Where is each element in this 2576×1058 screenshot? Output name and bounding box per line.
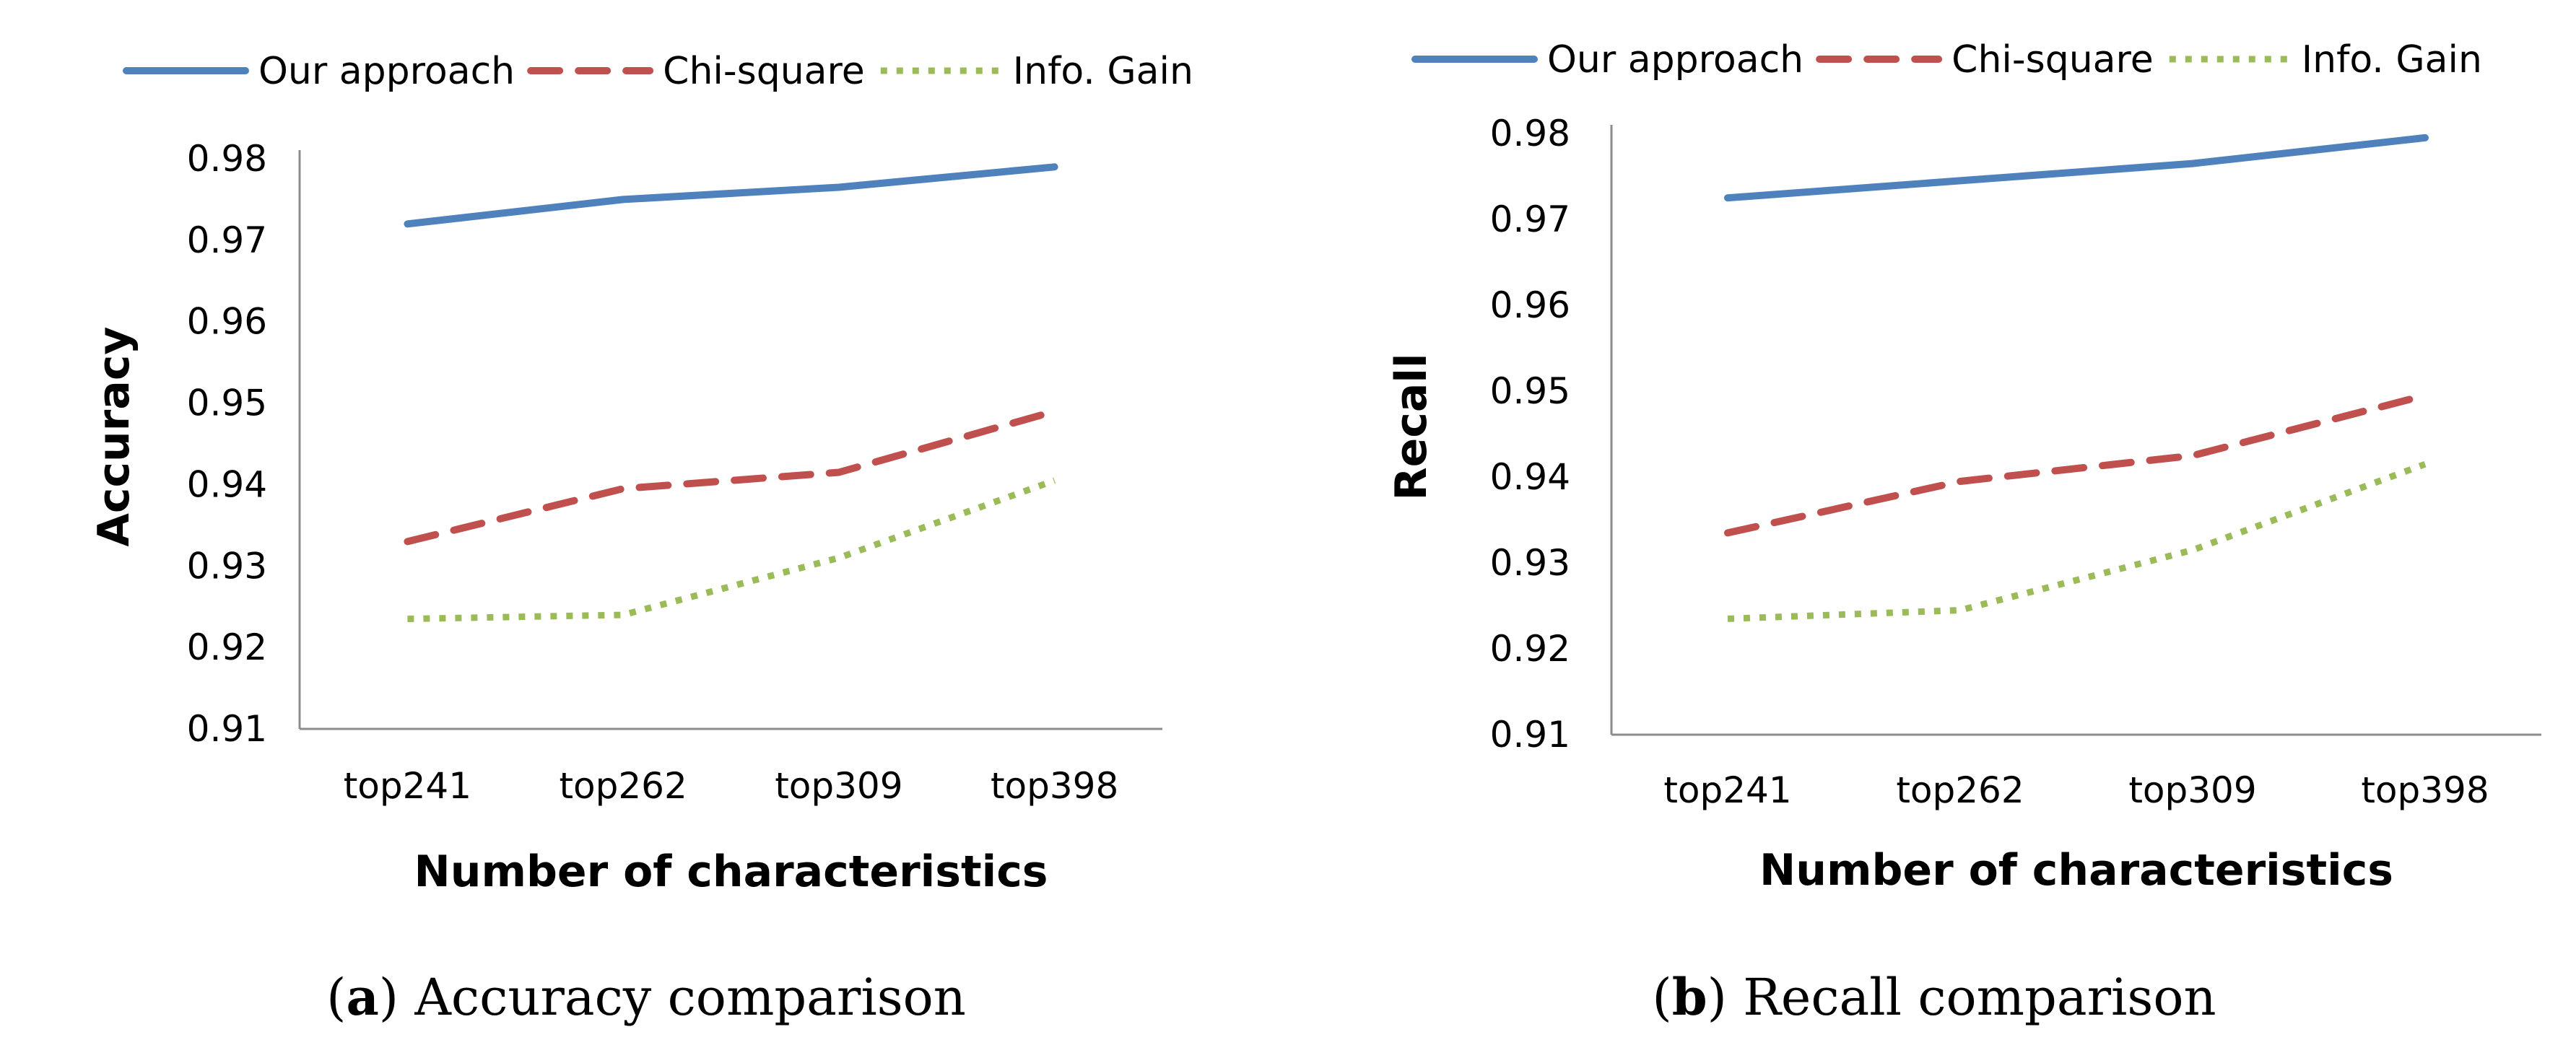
x-tick-label: top262	[1896, 769, 2024, 811]
caption-a: (a) Accuracy comparison	[326, 967, 966, 1027]
caption-b-letter: b	[1671, 967, 1707, 1027]
y-tick-label: 0.92	[1490, 628, 1570, 670]
y-tick-label: 0.98	[187, 138, 267, 180]
chart-a: 0.98 0.97 0.96 0.95 0.94 0.93 0.92 0.91 top241 to…	[89, 50, 1193, 897]
legend-label: Info. Gain	[1013, 50, 1193, 93]
x-tick-label: top398	[991, 765, 1118, 807]
x-tick-label: top398	[2361, 769, 2489, 811]
x-tick-label: top241	[344, 765, 471, 807]
legend-label: Info. Gain	[2302, 38, 2482, 82]
series-line-info-gain	[407, 477, 1056, 623]
y-tick-label: 0.91	[1490, 714, 1570, 756]
y-tick-label: 0.93	[187, 545, 267, 587]
x-axis-title: Number of characteristics	[414, 847, 1048, 897]
series-line-our-approach	[404, 163, 1058, 228]
chart-b: 0.98 0.97 0.96 0.95 0.94 0.93 0.92 0.91 top241 to…	[1386, 38, 2541, 896]
x-tick-label: top309	[2128, 769, 2256, 811]
legend-label: Chi-square	[663, 50, 865, 93]
series-line-chi-square	[1724, 391, 2429, 537]
y-tick-label: 0.97	[187, 219, 267, 261]
y-tick-label: 0.91	[187, 708, 267, 750]
y-axis-title: Recall	[1386, 353, 1437, 500]
x-axis-title: Number of characteristics	[1759, 845, 2393, 896]
legend-label: Chi-square	[1951, 38, 2154, 82]
y-tick-label: 0.95	[187, 382, 267, 424]
y-tick-label: 0.92	[187, 626, 267, 668]
series-line-chi-square	[404, 407, 1058, 546]
legend-label: Our approach	[1547, 38, 1803, 82]
caption-a-text: Accuracy comparison	[399, 968, 966, 1027]
y-tick-label: 0.94	[187, 463, 267, 505]
y-tick-label: 0.97	[1490, 198, 1570, 240]
y-tick-label: 0.98	[1490, 113, 1570, 154]
series-line-info-gain	[1727, 460, 2427, 622]
caption-b: (b) Recall comparison	[1652, 967, 2216, 1027]
charts-canvas: 0.98 0.97 0.96 0.95 0.94 0.93 0.92 0.91 top241 to…	[89, 38, 2541, 897]
series-line-our-approach	[1724, 134, 2429, 202]
x-tick-label: top309	[775, 765, 902, 807]
y-tick-label: 0.95	[1490, 370, 1570, 412]
caption-b-text: Recall comparison	[1726, 968, 2216, 1027]
x-tick-label: top262	[559, 765, 687, 807]
y-tick-label: 0.94	[1490, 456, 1570, 498]
y-tick-label: 0.96	[187, 301, 267, 343]
y-tick-label: 0.93	[1490, 542, 1570, 584]
y-axis-title: Accuracy	[89, 326, 139, 546]
x-tick-label: top241	[1663, 769, 1791, 811]
legend-label: Our approach	[258, 50, 515, 93]
y-tick-label: 0.96	[1490, 284, 1570, 326]
caption-a-letter: a	[346, 967, 379, 1027]
